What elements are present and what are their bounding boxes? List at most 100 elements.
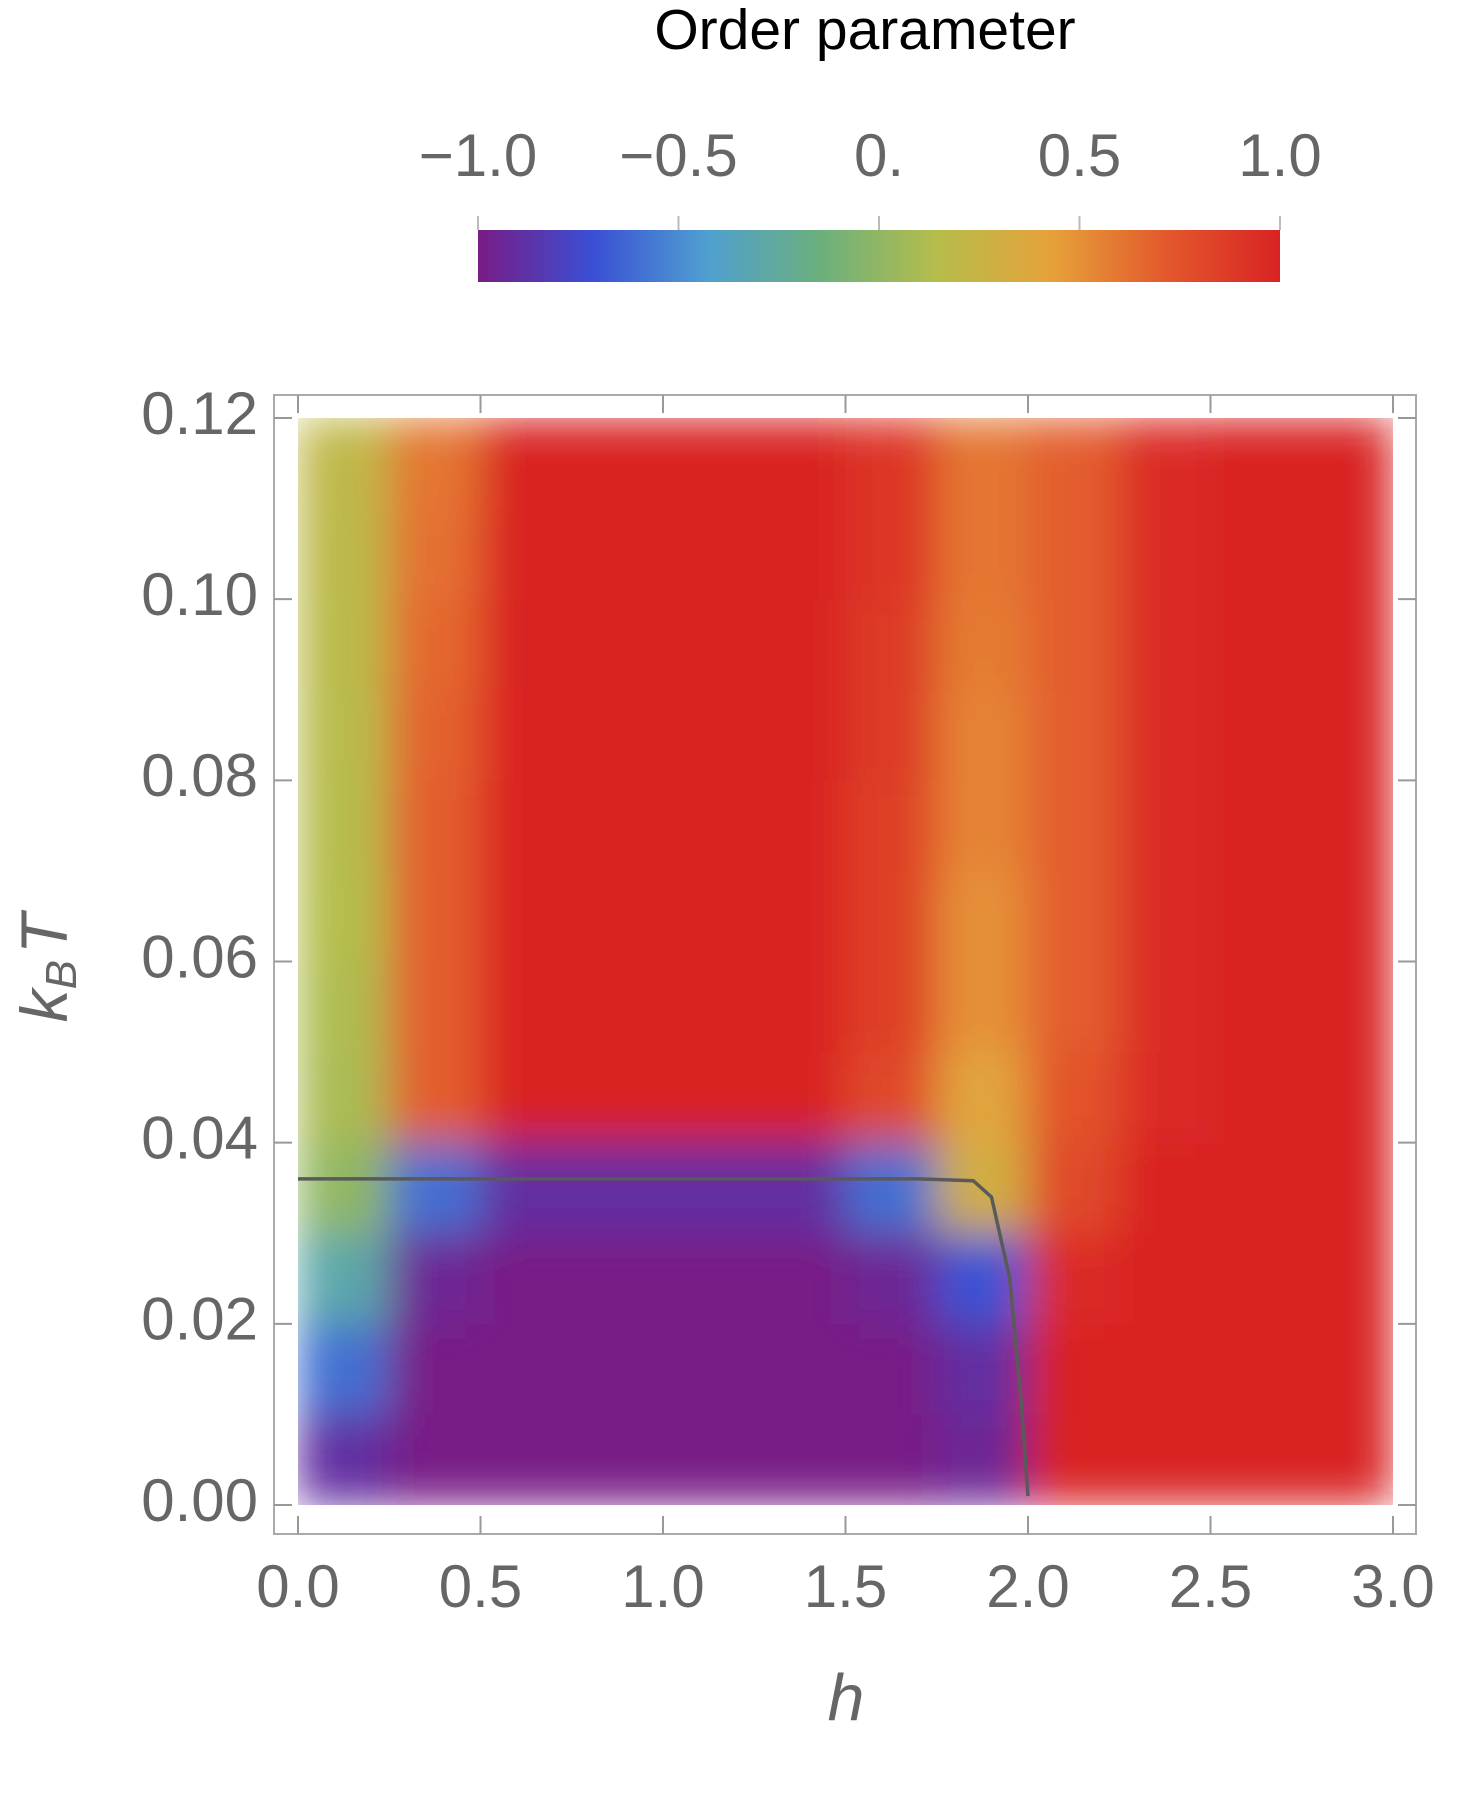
heat-cell bbox=[571, 1323, 664, 1415]
heat-cell bbox=[1118, 1323, 1211, 1415]
heat-cell bbox=[662, 1142, 755, 1234]
heat-cell bbox=[1118, 418, 1211, 510]
y-tick-label: 0.02 bbox=[141, 1286, 258, 1353]
heat-cell bbox=[1027, 1413, 1120, 1505]
heat-cell bbox=[1027, 870, 1120, 962]
heat-cell bbox=[1210, 1142, 1303, 1234]
heat-cell bbox=[1301, 1232, 1393, 1325]
heat-cell bbox=[1118, 598, 1211, 691]
heat-cell bbox=[388, 1142, 481, 1234]
heat-cell bbox=[753, 1142, 846, 1234]
heat-cell bbox=[298, 598, 390, 691]
x-tick-label: 0.0 bbox=[256, 1553, 339, 1620]
heat-cell bbox=[936, 1413, 1029, 1505]
heat-cell bbox=[753, 779, 846, 872]
x-tick-label: 1.0 bbox=[621, 1553, 704, 1620]
heat-cell bbox=[480, 418, 573, 510]
heat-cell bbox=[1027, 689, 1120, 781]
heat-cell bbox=[753, 1413, 846, 1505]
heat-cell bbox=[298, 870, 390, 962]
y-tick-label: 0.12 bbox=[141, 380, 258, 447]
heat-cell bbox=[845, 961, 938, 1053]
heat-cell bbox=[480, 1413, 573, 1505]
heat-cell bbox=[480, 508, 573, 600]
phase-boundary bbox=[298, 1177, 1030, 1497]
heat-cell bbox=[845, 1142, 938, 1234]
heat-cell bbox=[662, 418, 755, 510]
heat-cell bbox=[662, 1323, 755, 1415]
heat-cell bbox=[845, 508, 938, 600]
heat-cell bbox=[936, 779, 1029, 872]
heat-cell bbox=[845, 1413, 938, 1505]
heat-cell bbox=[1210, 1232, 1303, 1325]
heat-cell bbox=[1118, 870, 1211, 962]
heat-cell bbox=[1301, 1413, 1393, 1505]
heat-cell bbox=[388, 1323, 481, 1415]
heat-cell bbox=[1301, 1051, 1393, 1144]
heat-cell bbox=[298, 779, 390, 872]
heat-cell bbox=[571, 779, 664, 872]
heat-cell bbox=[1210, 870, 1303, 962]
heat-cell bbox=[1027, 1051, 1120, 1144]
heat-cell bbox=[753, 598, 846, 691]
heat-cell bbox=[662, 598, 755, 691]
heat-cell bbox=[662, 689, 755, 781]
heat-cell bbox=[571, 689, 664, 781]
y-axis-label-part: k bbox=[7, 986, 81, 1022]
heat-cell bbox=[388, 870, 481, 962]
heat-cell bbox=[1301, 779, 1393, 872]
heat-cell bbox=[845, 779, 938, 872]
heat-cell bbox=[662, 1051, 755, 1144]
heat-cell bbox=[1210, 961, 1303, 1053]
heat-cell bbox=[1301, 418, 1393, 510]
heat-cell bbox=[388, 418, 481, 510]
heat-cell bbox=[298, 1051, 390, 1144]
heat-cell bbox=[936, 689, 1029, 781]
colorbar bbox=[478, 230, 1280, 282]
heat-cell bbox=[480, 1323, 573, 1415]
heat-cell bbox=[571, 1051, 664, 1144]
heat-cell bbox=[388, 961, 481, 1053]
heat-cell bbox=[753, 870, 846, 962]
axes: 0.0 0.5 1.0 1.5 2.0 2.5 3.00.000.020.040.060.0… bbox=[141, 122, 1434, 1620]
heat-cell bbox=[936, 1232, 1029, 1325]
colorbar-tick-label: −1.0 bbox=[419, 122, 537, 189]
heat-cell bbox=[1027, 1142, 1120, 1234]
heat-cell bbox=[1027, 418, 1120, 510]
heat-cell bbox=[480, 1051, 573, 1144]
heat-cell bbox=[1210, 689, 1303, 781]
x-tick-label: 0.5 bbox=[439, 1553, 522, 1620]
y-axis-label-sub: B bbox=[37, 960, 86, 989]
y-axis-label: kBT bbox=[7, 909, 85, 1022]
heat-cell bbox=[571, 870, 664, 962]
y-tick-label: 0.00 bbox=[141, 1467, 258, 1534]
heat-cell bbox=[936, 598, 1029, 691]
heat-cell bbox=[1118, 1232, 1211, 1325]
heat-cell bbox=[298, 418, 390, 510]
heat-cell bbox=[1210, 418, 1303, 510]
heat-cell bbox=[298, 1232, 390, 1325]
heat-cell bbox=[1210, 508, 1303, 600]
heat-cell bbox=[298, 1413, 390, 1505]
heatmap bbox=[298, 418, 1393, 1505]
heat-cell bbox=[1301, 961, 1393, 1053]
heat-cell bbox=[1027, 779, 1120, 872]
heat-cell bbox=[480, 689, 573, 781]
heat-cell bbox=[845, 1232, 938, 1325]
heat-cell bbox=[298, 1323, 390, 1415]
heat-cell bbox=[936, 961, 1029, 1053]
heat-cell bbox=[845, 689, 938, 781]
heat-cell bbox=[571, 508, 664, 600]
heat-cell bbox=[388, 1051, 481, 1144]
heat-cell bbox=[571, 961, 664, 1053]
heat-cell bbox=[388, 1413, 481, 1505]
heat-cell bbox=[1118, 1142, 1211, 1234]
heat-cell bbox=[936, 1051, 1029, 1144]
heat-cell bbox=[571, 1232, 664, 1325]
heat-cell bbox=[1301, 1142, 1393, 1234]
heat-cell bbox=[388, 598, 481, 691]
y-tick-label: 0.10 bbox=[141, 561, 258, 628]
heat-cell bbox=[662, 1232, 755, 1325]
heat-cell bbox=[1210, 1323, 1303, 1415]
